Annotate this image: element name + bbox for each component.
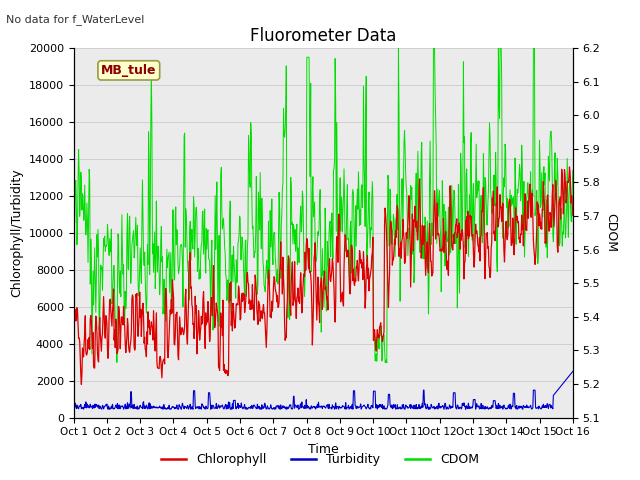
Title: Fluorometer Data: Fluorometer Data: [250, 27, 396, 45]
X-axis label: Time: Time: [308, 443, 339, 456]
Y-axis label: CDOM: CDOM: [604, 213, 617, 252]
Text: No data for f_WaterLevel: No data for f_WaterLevel: [6, 14, 145, 25]
Y-axis label: Chlorophyll/Turbidity: Chlorophyll/Turbidity: [10, 168, 23, 297]
Legend: Chlorophyll, Turbidity, CDOM: Chlorophyll, Turbidity, CDOM: [156, 448, 484, 471]
Text: MB_tule: MB_tule: [101, 64, 157, 77]
